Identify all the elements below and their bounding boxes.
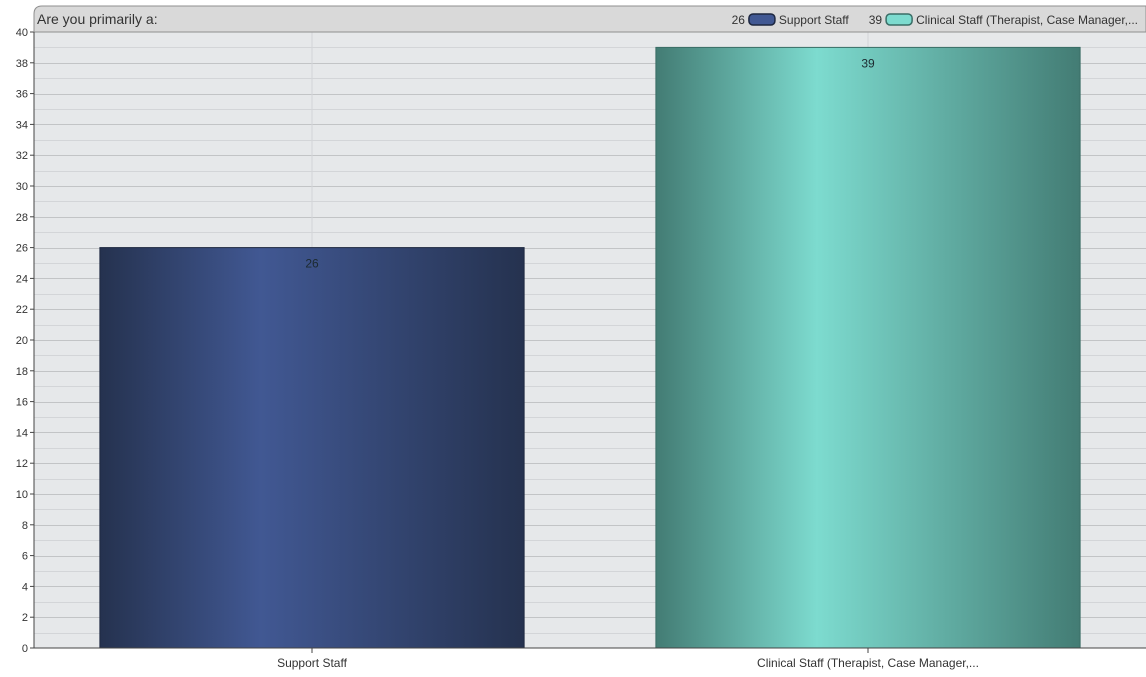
y-tick-label: 14	[16, 427, 28, 439]
y-tick-label: 12	[16, 458, 28, 470]
y-tick-label: 38	[16, 58, 28, 70]
y-tick-label: 36	[16, 89, 28, 101]
y-tick-label: 6	[22, 551, 28, 563]
y-tick-label: 4	[22, 581, 28, 593]
y-tick-label: 0	[22, 643, 28, 655]
header-bar	[33, 5, 1146, 33]
y-tick-label: 18	[16, 366, 28, 378]
bars: 26 39	[99, 46, 1081, 649]
y-tick-label: 34	[16, 119, 28, 131]
bar-1	[99, 247, 525, 649]
legend: 26 Support Staff 39 Clinical Staff (Therapi…	[732, 13, 1138, 27]
y-tick-label: 10	[16, 489, 28, 501]
bar-2	[655, 46, 1081, 649]
y-tick-label: 28	[16, 212, 28, 224]
legend-label: Clinical Staff (Therapist, Case Manager,…	[916, 13, 1138, 27]
legend-count: 26	[732, 13, 746, 27]
legend-item: 26 Support Staff	[732, 13, 850, 27]
chart-header: Are you primarily a: 26 Support Staff 39 Cl…	[33, 5, 1146, 33]
x-axis: Support Staff Clinical Staff (Therapist, …	[277, 648, 979, 670]
x-tick-label: Support Staff	[277, 656, 347, 670]
legend-count: 39	[869, 13, 883, 27]
chart-title: Are you primarily a:	[37, 11, 158, 27]
y-tick-label: 32	[16, 150, 28, 162]
y-tick-label: 16	[16, 397, 28, 409]
y-tick-label: 8	[22, 520, 28, 532]
y-tick-label: 20	[16, 335, 28, 347]
y-tick-label: 24	[16, 273, 28, 285]
x-tick-label: Clinical Staff (Therapist, Case Manager,…	[757, 656, 979, 670]
y-tick-label: 22	[16, 304, 28, 316]
data-label: 39	[861, 56, 875, 70]
y-tick-label: 40	[16, 27, 28, 39]
legend-swatch	[885, 13, 913, 26]
y-tick-label: 2	[22, 612, 28, 624]
y-tick-label: 26	[16, 243, 28, 255]
legend-item: 39 Clinical Staff (Therapist, Case Manage…	[869, 13, 1138, 27]
data-label: 26	[305, 257, 319, 271]
legend-swatch	[748, 13, 776, 26]
y-tick-label: 30	[16, 181, 28, 193]
legend-label: Support Staff	[779, 13, 849, 27]
